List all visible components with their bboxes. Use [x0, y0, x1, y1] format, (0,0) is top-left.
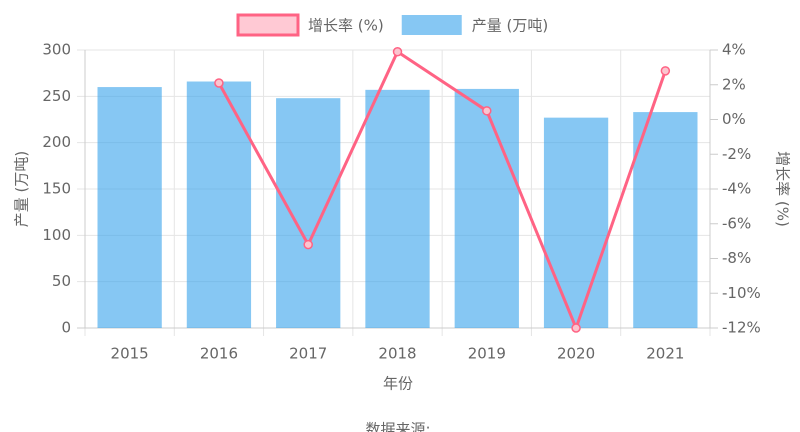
- legend-swatch: [236, 13, 300, 37]
- y-tick-label: 0: [61, 319, 71, 337]
- y2-tick-label: -12%: [722, 319, 761, 337]
- y2-tick-label: -10%: [722, 284, 761, 302]
- y2-tick-label: -2%: [722, 145, 751, 163]
- y-tick-label: 200: [42, 133, 71, 151]
- y-tick-label: 300: [42, 41, 71, 59]
- bar: [633, 112, 698, 328]
- bar: [543, 117, 609, 328]
- y-tick-label: 250: [42, 87, 71, 105]
- x-axis-title: 年份: [383, 375, 413, 393]
- y2-tick-label: 4%: [722, 41, 746, 59]
- y-tick-label: 150: [42, 180, 71, 198]
- source-note: 数据来源:: [365, 421, 430, 432]
- point: [392, 46, 403, 57]
- point: [303, 239, 313, 250]
- point: [660, 66, 671, 76]
- y-axis-title: 产量 (万吨): [13, 151, 31, 227]
- y-tick-label: 100: [42, 226, 71, 244]
- x-tick-label: 2019: [468, 345, 506, 363]
- legend-swatch: [401, 15, 462, 35]
- y2-tick-label: -6%: [722, 214, 751, 232]
- y2-axis-title: 增长率 (%): [774, 151, 792, 227]
- x-tick-label: 2015: [111, 345, 149, 363]
- bar: [454, 88, 519, 328]
- bar: [186, 81, 252, 328]
- legend-label: 产量 (万吨): [472, 17, 548, 35]
- x-tick-label: 2020: [557, 345, 595, 363]
- point: [214, 78, 224, 88]
- y-tick-label: 50: [52, 272, 71, 290]
- x-tick-label: 2021: [646, 345, 684, 363]
- x-tick-label: 2017: [289, 345, 327, 363]
- y2-tick-label: 0%: [722, 110, 746, 128]
- point: [482, 106, 492, 116]
- bar: [276, 98, 341, 328]
- line: [217, 50, 667, 330]
- x-tick-label: 2016: [200, 345, 238, 363]
- y2-tick-label: -4%: [722, 180, 751, 198]
- bar: [365, 89, 430, 328]
- legend-label: 增长率 (%): [308, 17, 384, 35]
- bar: [97, 87, 162, 328]
- x-tick-label: 2018: [378, 345, 416, 363]
- y2-tick-label: -8%: [722, 249, 751, 267]
- y2-tick-label: 2%: [722, 75, 746, 93]
- point: [571, 323, 581, 333]
